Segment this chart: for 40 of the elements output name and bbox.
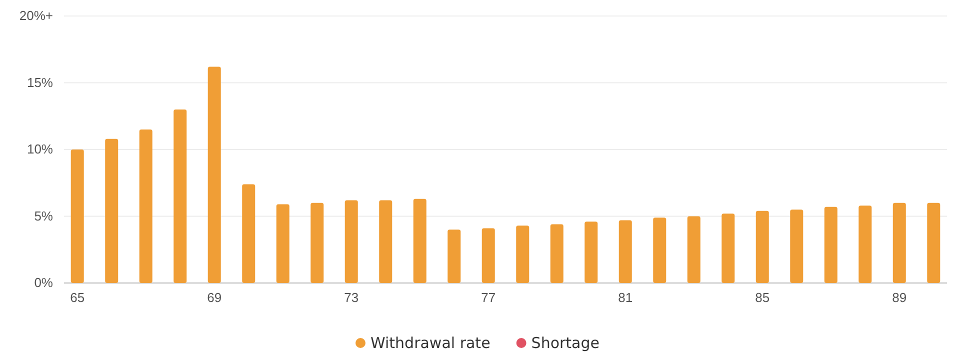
y-tick-label: 15% bbox=[26, 74, 54, 90]
x-tick-label: 89 bbox=[892, 290, 907, 306]
bar bbox=[174, 109, 187, 283]
y-tick-label: 0% bbox=[34, 275, 54, 290]
x-tick-label: 69 bbox=[207, 290, 222, 306]
bar bbox=[70, 150, 84, 283]
bar bbox=[310, 202, 324, 283]
bar bbox=[790, 210, 804, 283]
bar bbox=[858, 206, 872, 283]
bar bbox=[379, 200, 392, 283]
bar bbox=[927, 202, 940, 283]
bar bbox=[344, 200, 358, 283]
x-tick-label: 65 bbox=[70, 290, 85, 306]
bar bbox=[824, 206, 838, 283]
bar bbox=[584, 222, 598, 283]
bar bbox=[242, 184, 256, 283]
bar bbox=[276, 204, 290, 283]
bar bbox=[516, 226, 530, 283]
x-tick-label: 77 bbox=[481, 290, 496, 306]
bar bbox=[208, 66, 221, 283]
bar bbox=[413, 198, 426, 283]
bar bbox=[105, 138, 118, 283]
legend-label: Shortage bbox=[531, 334, 600, 352]
bar bbox=[653, 218, 666, 283]
bar bbox=[892, 202, 906, 283]
x-tick-label: 81 bbox=[618, 290, 633, 306]
bar bbox=[139, 129, 152, 283]
x-tick-label: 85 bbox=[755, 290, 770, 306]
legend-label: Withdrawal rate bbox=[370, 334, 490, 352]
y-tick-label: 5% bbox=[34, 208, 54, 224]
bar bbox=[722, 214, 735, 283]
bar bbox=[618, 220, 632, 283]
bar bbox=[482, 228, 495, 283]
bar bbox=[756, 210, 769, 283]
bar bbox=[448, 230, 461, 283]
bar bbox=[550, 224, 564, 283]
bar bbox=[687, 216, 700, 283]
y-tick-label: 10% bbox=[26, 142, 54, 157]
y-tick-label: 20%+ bbox=[19, 8, 53, 24]
x-tick-label: 73 bbox=[344, 290, 359, 306]
